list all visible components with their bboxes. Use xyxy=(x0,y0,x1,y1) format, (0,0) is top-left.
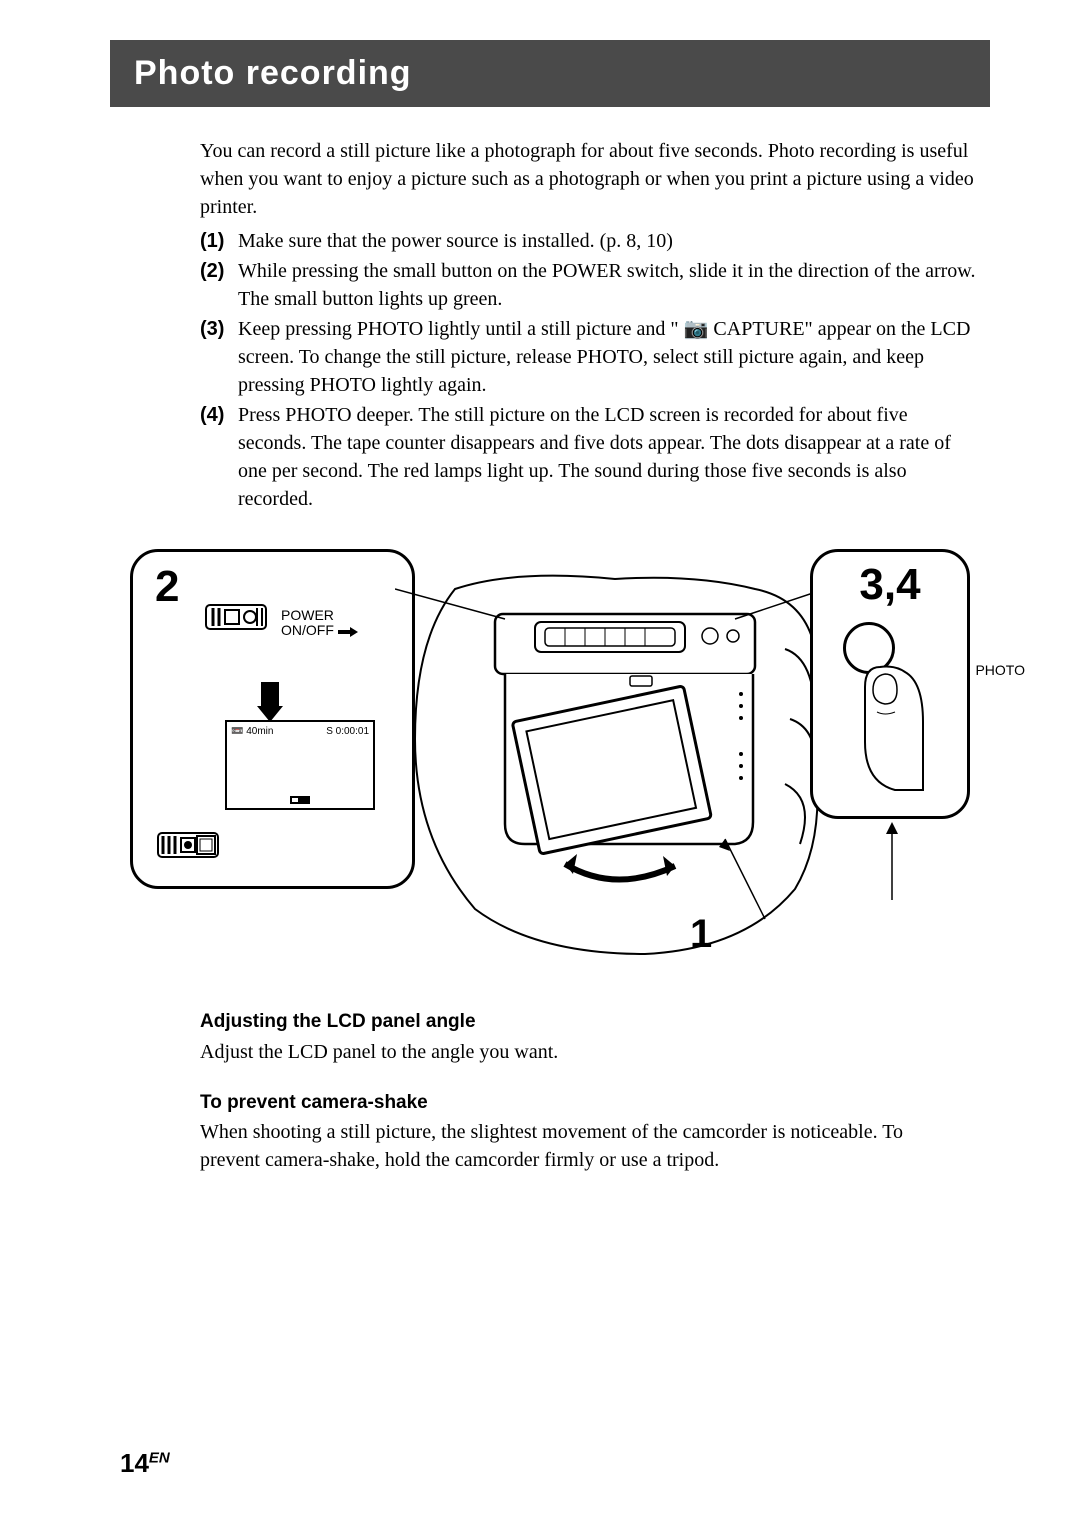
section-title-bar: Photo recording xyxy=(110,40,990,107)
step-number: (3) xyxy=(200,315,238,399)
step-text: Keep pressing PHOTO lightly until a stil… xyxy=(238,315,980,399)
arrow-right-icon xyxy=(338,627,358,637)
intro-paragraph: You can record a still picture like a ph… xyxy=(200,137,980,221)
diagram-area: 2 POWER ON/OFF xyxy=(130,549,970,949)
subsections: Adjusting the LCD panel angle Adjust the… xyxy=(120,1009,990,1174)
lcd-indicator-icon xyxy=(290,796,310,804)
subsection-body: Adjust the LCD panel to the angle you wa… xyxy=(200,1038,960,1066)
lcd-battery-text: 📼 40min xyxy=(231,726,273,737)
step-item: (2) While pressing the small button on t… xyxy=(200,257,980,313)
page-lang: EN xyxy=(149,1449,170,1466)
thumb-press-icon xyxy=(855,662,925,792)
step-item: (4) Press PHOTO deeper. The still pictur… xyxy=(200,401,980,513)
diagram-panel-2: 2 POWER ON/OFF xyxy=(130,549,415,889)
step-text: Make sure that the power source is insta… xyxy=(238,227,980,255)
manual-page: Photo recording You can record a still p… xyxy=(0,0,1080,1529)
step-item: (1) Make sure that the power source is i… xyxy=(200,227,980,255)
power-label: POWER ON/OFF xyxy=(281,608,358,639)
subsection-heading: To prevent camera-shake xyxy=(200,1090,960,1117)
down-arrow-icon xyxy=(257,682,283,722)
diagram-panel-34: 3,4 PHOTO xyxy=(810,549,970,819)
power-label-line1: POWER xyxy=(281,607,334,623)
subsection-body: When shooting a still picture, the sligh… xyxy=(200,1118,960,1174)
callout-number-1: 1 xyxy=(690,912,712,957)
step-text: While pressing the small button on the P… xyxy=(238,257,980,313)
photo-label: PHOTO xyxy=(975,662,1025,678)
step-list: (1) Make sure that the power source is i… xyxy=(200,227,980,513)
power-label-line2: ON/OFF xyxy=(281,622,334,638)
page-number: 14 xyxy=(120,1448,149,1478)
lcd-counter-text: S 0:00:01 xyxy=(326,726,369,737)
step-item: (3) Keep pressing PHOTO lightly until a … xyxy=(200,315,980,399)
camcorder-illustration xyxy=(395,559,835,959)
power-switch-icon xyxy=(205,604,275,634)
section-title: Photo recording xyxy=(134,54,966,93)
content-block: You can record a still picture like a ph… xyxy=(120,137,990,513)
subsection: To prevent camera-shake When shooting a … xyxy=(200,1090,960,1175)
callout-arrow-icon xyxy=(885,822,899,902)
step-text: Press PHOTO deeper. The still picture on… xyxy=(238,401,980,513)
lcd-preview: 📼 40min S 0:00:01 xyxy=(225,720,375,810)
subsection-heading: Adjusting the LCD panel angle xyxy=(200,1009,960,1036)
subsection: Adjusting the LCD panel angle Adjust the… xyxy=(200,1009,960,1066)
power-switch-slid-icon xyxy=(157,832,227,862)
page-footer: 14EN xyxy=(120,1448,170,1479)
step-number: (1) xyxy=(200,227,238,255)
step-number: (4) xyxy=(200,401,238,513)
panel-number: 2 xyxy=(155,562,179,612)
step-number: (2) xyxy=(200,257,238,313)
panel-number: 3,4 xyxy=(813,560,967,610)
